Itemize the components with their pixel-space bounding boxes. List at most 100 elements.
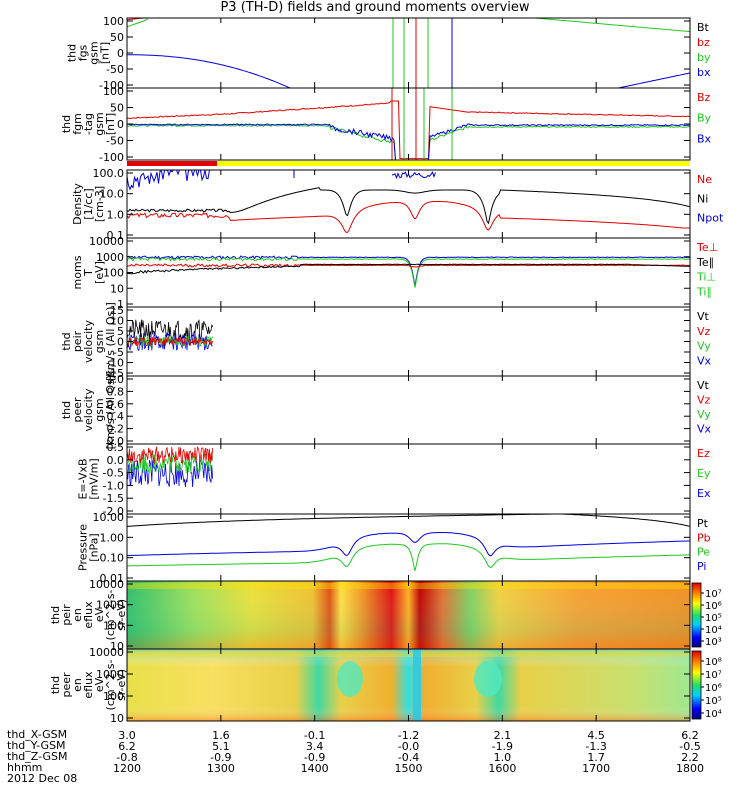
ephem-label: hhmm (7, 761, 43, 774)
colorbar-label: 10⁴ (705, 709, 722, 720)
legend-Bz: Bz (697, 91, 711, 104)
y-tick-label: 10 (110, 712, 124, 725)
panel-frame (126, 17, 691, 89)
colorbar (691, 582, 702, 648)
panel-pressure-traces (127, 514, 690, 571)
series-te-par (127, 263, 690, 275)
y-axis-label: momsT[eV] (71, 255, 106, 289)
y-tick-label: 0.8 (107, 385, 125, 398)
y-axis-label-line: moms (71, 255, 84, 289)
y-tick-label: 1000 (96, 668, 124, 681)
ephem-value: 2.2 (681, 751, 699, 764)
colorbar-label: 10⁷ (705, 670, 722, 681)
colorbar-label: 10⁷ (705, 589, 722, 600)
y-axis-label: Pressure[nPa] (77, 524, 101, 571)
series-pi (127, 532, 690, 557)
y-axis-label-line: thd (66, 44, 79, 62)
ephem-value: 3.0 (118, 729, 136, 742)
y-tick-label: 10 (110, 282, 124, 295)
y-tick-label: 15 (110, 304, 124, 317)
ephem-value: -0.9 (210, 751, 231, 764)
ephem-value: 4.5 (587, 729, 605, 742)
series-by (127, 18, 690, 32)
series-pe (127, 543, 690, 571)
y-tick-label: 100 (103, 85, 124, 98)
y-axis-label-line: [km/s (All Qs)] (104, 302, 117, 381)
y-axis-label: thdpeerenefluxeV(cm^2-s-sr-eV) (49, 660, 128, 711)
panel-frame (126, 237, 691, 308)
series-bx (127, 123, 690, 160)
series-bz (127, 100, 690, 160)
series-ex (126, 458, 213, 488)
y-tick-label: 1 (117, 298, 124, 311)
y-axis-label-line: en (71, 678, 84, 692)
y-tick-label: -10 (106, 357, 124, 370)
legend-Ti⊥: Ti⊥ (696, 271, 716, 284)
heatmap-blob (337, 661, 363, 697)
y-tick-label: 10 (110, 640, 124, 653)
y-axis-label-line: thd (49, 606, 62, 624)
y-tick-label: -100 (99, 79, 124, 92)
legend-Te⊥: Te⊥ (696, 241, 718, 254)
series-by (127, 124, 690, 160)
y-tick-label: -2.0 (103, 505, 124, 518)
y-axis-label-line: velocity (82, 388, 95, 431)
y-axis-label-line: peir (71, 330, 84, 352)
y-tick-label: 100 (103, 619, 124, 632)
y-tick-label: 0.0 (107, 435, 125, 448)
y-tick-label: 10.00 (93, 511, 125, 524)
panel-fgm-traces (127, 88, 690, 160)
legend-Te∥: Te∥ (696, 256, 714, 269)
y-axis-label: thdpeirvelocitygsm[km/s (All Qs)] (60, 302, 117, 381)
colorbar-label: 10⁵ (705, 613, 722, 624)
y-axis-label-line: gsm (88, 41, 101, 64)
ephem-value: -0.4 (398, 751, 419, 764)
heatmap-core (413, 649, 421, 721)
y-axis-label-line: [eV] (93, 261, 106, 284)
y-axis-label-line: sr-eV) (115, 669, 128, 701)
ephem-value: 6.2 (118, 740, 136, 753)
panel-frame (126, 375, 691, 445)
series-ni (127, 187, 690, 225)
series-bx-right (615, 72, 690, 88)
ephem-row-z: thd_Z-GSM (7, 751, 67, 763)
ephem-value: 3.4 (306, 740, 324, 753)
ephem-label: thd_Z-GSM (7, 750, 68, 763)
legend-Vz: Vz (697, 394, 711, 407)
legend-Pi: Pi (697, 560, 706, 573)
y-tick-label: 100.0 (93, 167, 125, 180)
y-axis-label-line: [nT] (104, 113, 117, 135)
y-axis-label-line: peer (60, 672, 73, 698)
y-axis-label-line: Pressure (77, 524, 90, 571)
y-tick-label: 10000 (89, 578, 124, 591)
y-tick-label: 5 (117, 325, 124, 338)
y-tick-label: 0.5 (107, 441, 125, 454)
y-tick-label: 100 (103, 15, 124, 28)
panel-temp-traces (127, 255, 690, 288)
ephem-row-hhmm: hhmm (7, 762, 42, 774)
panel-frame (126, 513, 691, 582)
ephem-label: thd_X-GSM (7, 728, 68, 741)
y-axis-label-line: fgs (77, 44, 90, 61)
y-axis-label-line: thd (60, 115, 73, 133)
ephem-value: -1.9 (492, 740, 513, 753)
y-tick-label: 0 (117, 336, 124, 349)
y-axis-label-line: gsm (93, 112, 106, 135)
colorbar-label: 10⁶ (705, 601, 722, 612)
ephem-value: 1300 (207, 762, 235, 775)
y-axis-label-line: fgm (71, 113, 84, 135)
legend-Ey: Ey (697, 467, 711, 480)
panel-density-traces (127, 170, 690, 233)
ephem-value: 1700 (582, 762, 610, 775)
ephem-value: 1.6 (212, 729, 230, 742)
colorbar-label: 10⁸ (705, 657, 722, 668)
legend-Pt: Pt (697, 517, 709, 530)
y-axis-label-line: velocity (82, 320, 95, 363)
y-tick-label: 50 (110, 31, 124, 44)
series-vx (126, 332, 213, 351)
legend-Npot: Npot (697, 212, 724, 225)
mode-bar-yellow (217, 161, 690, 166)
legend-bx: bx (697, 66, 711, 79)
legend-By: By (697, 112, 712, 125)
y-tick-label: -1.0 (103, 479, 124, 492)
